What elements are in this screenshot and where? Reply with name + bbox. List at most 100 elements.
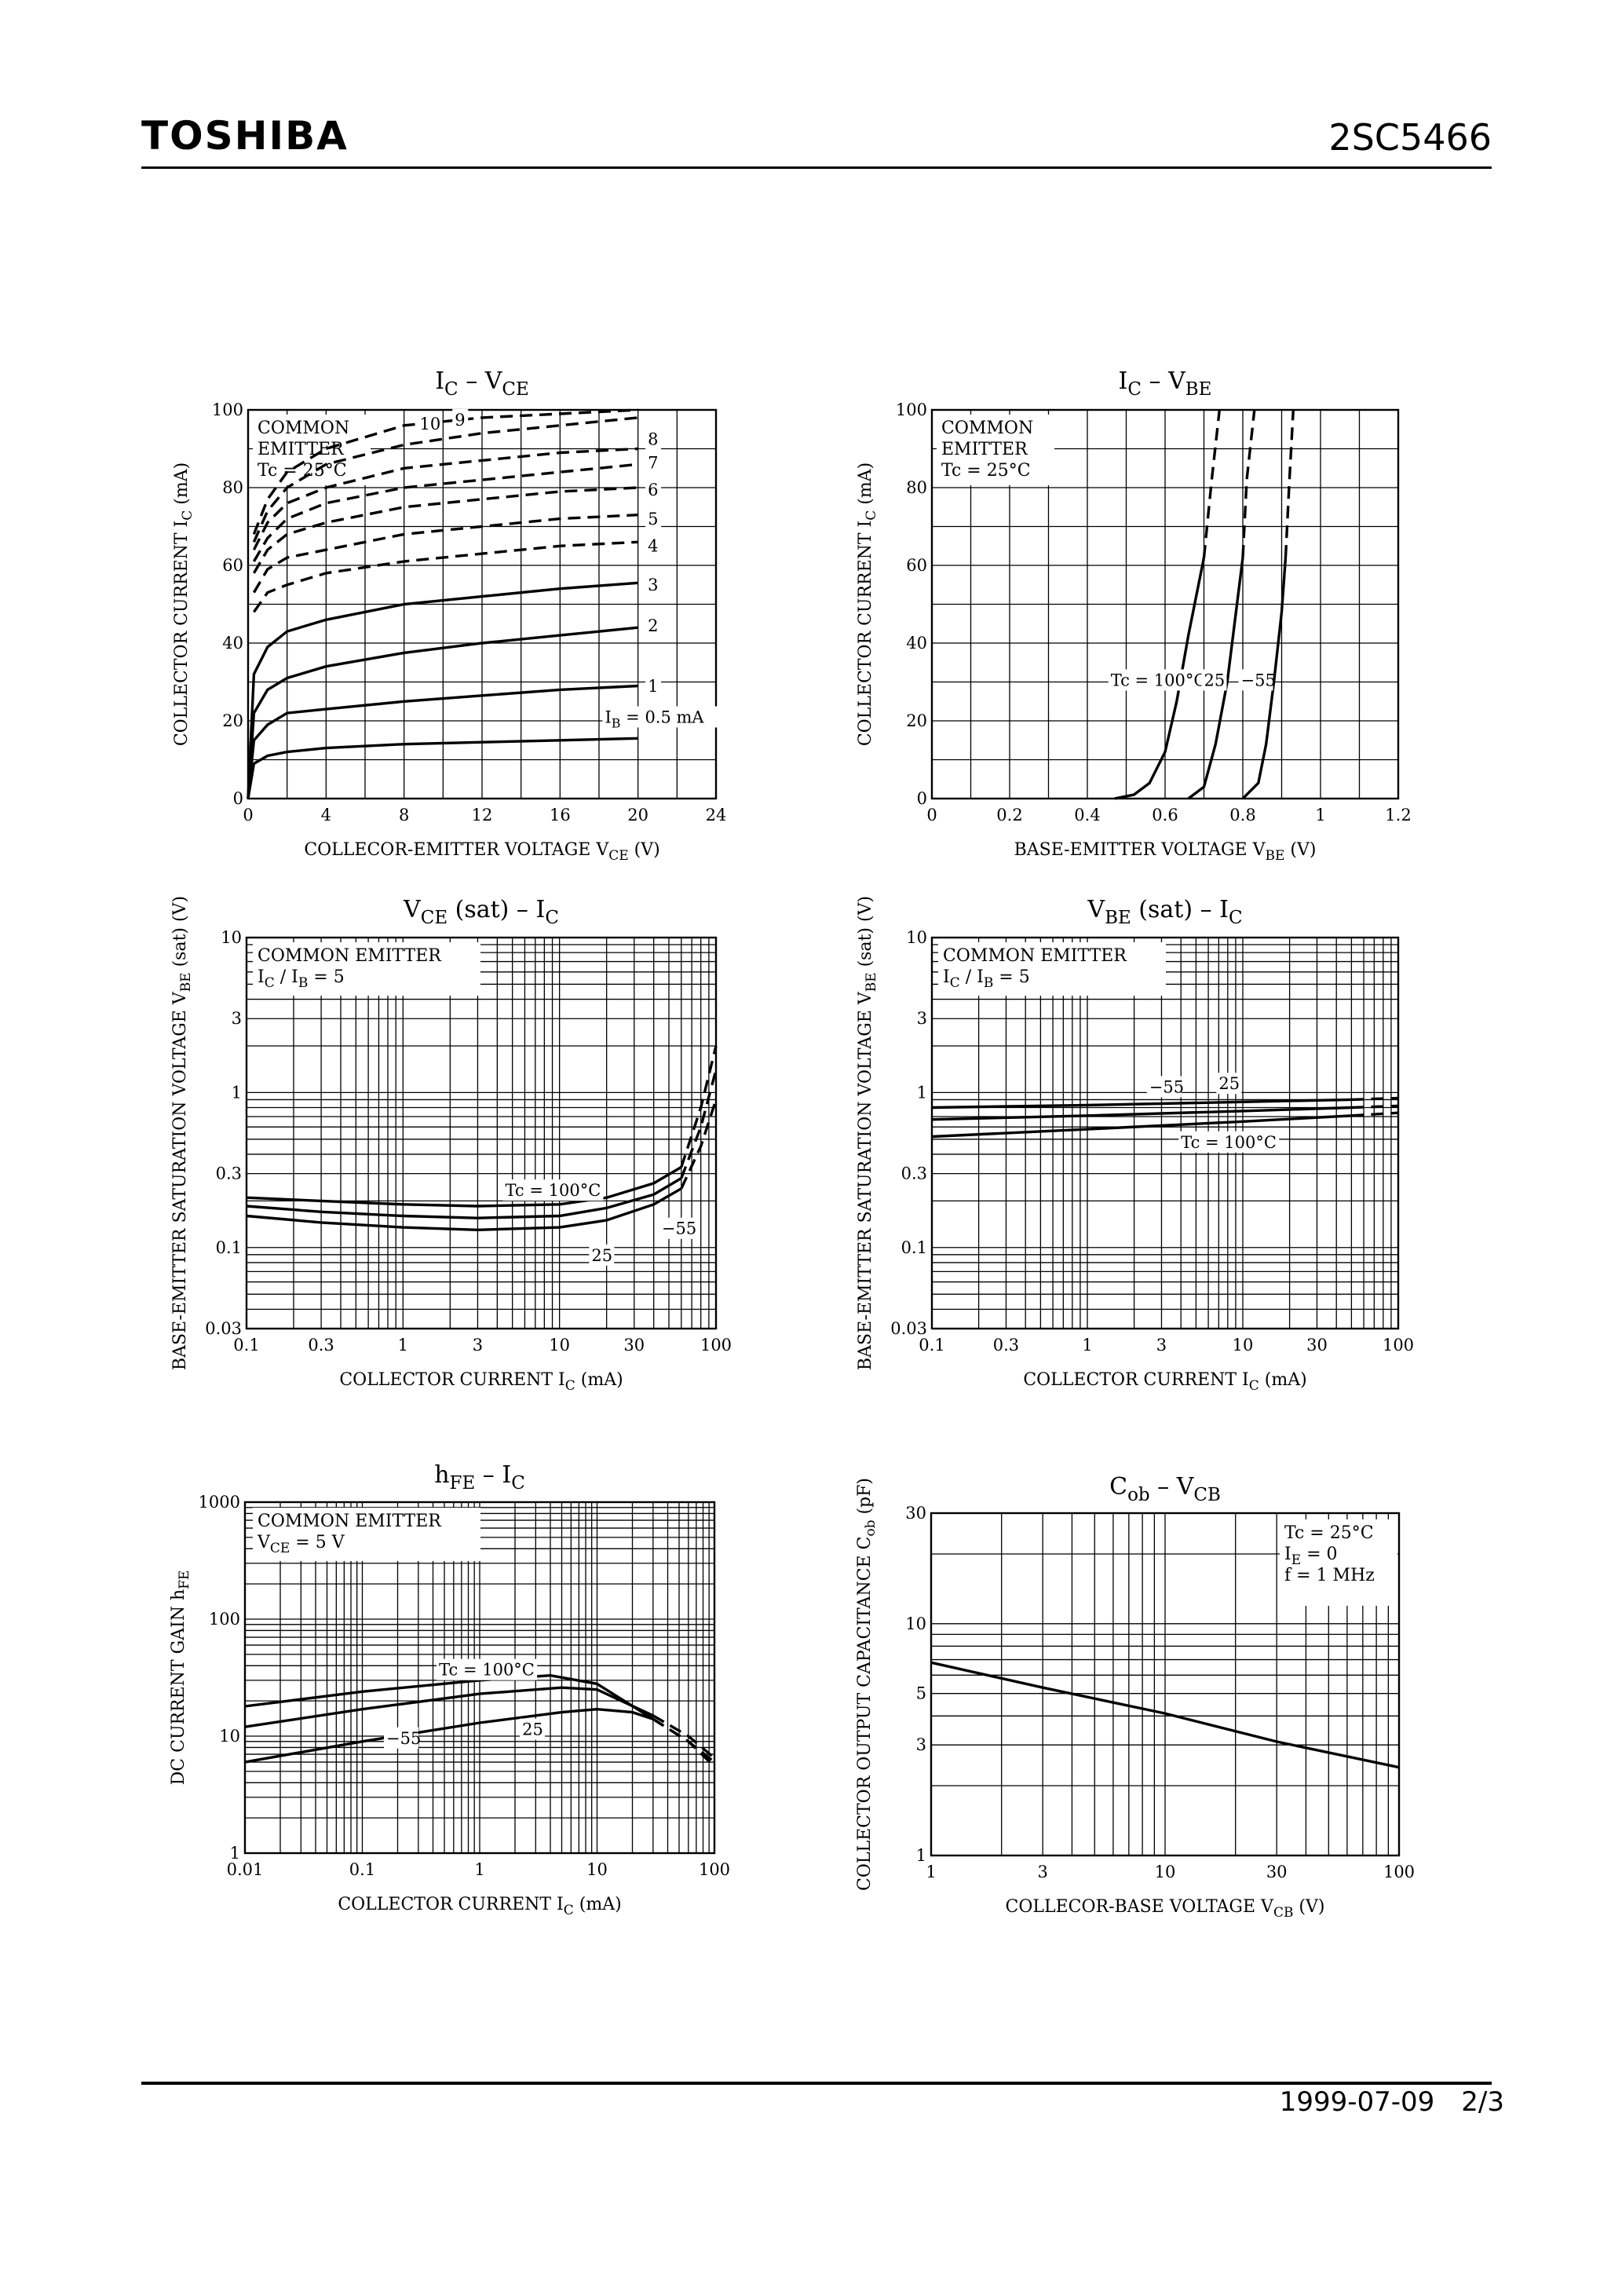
note-line: IE​ = 0 xyxy=(1284,1545,1338,1568)
y-tick-label: 80 xyxy=(222,478,243,497)
series-line xyxy=(246,1099,718,1232)
curve-label: 6 xyxy=(645,478,662,500)
y-tick-label: 80 xyxy=(906,478,927,497)
y-tick-label: 0.3 xyxy=(216,1164,242,1183)
y-axis-label: DC CURRENT GAIN hFE​ xyxy=(169,1570,192,1786)
plot-frame xyxy=(245,936,718,1330)
y-tick-label: 5 xyxy=(916,1684,926,1703)
svg-text:4: 4 xyxy=(648,537,658,556)
condition-note: Tc = 25°CIE​ = 0f = 1 MHz xyxy=(1280,1519,1397,1606)
part-number: 2SC5466 xyxy=(1328,116,1492,159)
note-line: f = 1 MHz xyxy=(1284,1566,1375,1585)
x-tick-label: 100 xyxy=(1383,1336,1414,1355)
curve-label: 9 xyxy=(452,408,469,430)
x-tick-label: 0.3 xyxy=(308,1336,334,1355)
svg-text:1: 1 xyxy=(648,677,658,696)
series-path-dashed xyxy=(1351,1111,1399,1117)
y-tick-label: 40 xyxy=(906,634,927,653)
note-line: COMMON EMITTER xyxy=(943,946,1127,966)
y-tick-label: 1 xyxy=(916,1846,926,1865)
series-path-dashed xyxy=(1241,409,1256,558)
series-path-dashed xyxy=(1284,409,1295,558)
series-line xyxy=(252,416,638,543)
x-tick-label: 10 xyxy=(1233,1336,1254,1355)
y-tick-label: 40 xyxy=(222,634,243,653)
chart-title: VCE​ (sat) – IC​ xyxy=(403,896,559,928)
curve-label: Tc = 100°C xyxy=(1178,1131,1280,1153)
x-tick-label: 20 xyxy=(627,806,648,824)
x-axis-label: COLLECTOR CURRENT IC​ (mA) xyxy=(339,1370,623,1394)
curve-label: 3 xyxy=(645,574,662,596)
y-tick-label: 3 xyxy=(232,1009,242,1028)
curve-label: −55 xyxy=(659,1217,696,1239)
note-line: IC​ / IB​ = 5 xyxy=(258,967,345,991)
svg-text:10: 10 xyxy=(420,415,441,433)
chart-ic_vbe: COMMON EMITTER Tc = 25°C 0 0.2 0.4 0.6 0.8 1 1.2 0… xyxy=(856,367,1412,864)
note-line: COMMON xyxy=(258,419,349,438)
y-tick-label: 100 xyxy=(212,400,243,419)
svg-text:2: 2 xyxy=(648,616,658,635)
series-path xyxy=(931,1106,1352,1121)
x-tick-label: 3 xyxy=(1037,1863,1047,1881)
x-tick-label: 0.1 xyxy=(233,1336,259,1355)
y-axis-label: COLLECTOR OUTPUT CAPACITANCE Cob​ (pF) xyxy=(855,1478,879,1891)
y-tick-label: 0.03 xyxy=(205,1319,242,1338)
series-path xyxy=(244,1686,654,1728)
y-tick-label: 1 xyxy=(917,1083,927,1102)
series-path-dashed xyxy=(652,1714,716,1760)
series-path xyxy=(252,462,638,562)
series-line xyxy=(246,1069,718,1219)
chart-title: hFE​ – IC​ xyxy=(434,1461,525,1493)
x-tick-label: 3 xyxy=(1156,1336,1167,1355)
y-tick-label: 1 xyxy=(232,1083,242,1102)
header-rule xyxy=(141,166,1492,169)
note-line: COMMON EMITTER xyxy=(258,946,442,966)
note-line: Tc = 25°C xyxy=(1284,1523,1374,1543)
series-path xyxy=(247,684,638,799)
svg-text:6: 6 xyxy=(648,481,658,499)
note-line: Tc = 25°C xyxy=(941,461,1031,481)
series-line xyxy=(252,447,638,550)
x-tick-label: 0.3 xyxy=(993,1336,1019,1355)
svg-text:7: 7 xyxy=(648,453,658,472)
curve-label: −55 xyxy=(1238,669,1276,691)
curve-label: −55 xyxy=(1146,1076,1184,1098)
grid xyxy=(247,409,717,799)
x-tick-label: 30 xyxy=(1266,1863,1288,1881)
y-tick-label: 10 xyxy=(221,928,242,947)
chart-title: IC​ – VBE​ xyxy=(1119,367,1212,400)
y-tick-label: 60 xyxy=(222,556,243,575)
x-tick-label: 0.4 xyxy=(1074,806,1100,824)
svg-text:Tc = 100°C: Tc = 100°C xyxy=(1111,671,1207,689)
series-line xyxy=(247,684,638,799)
x-tick-label: 1 xyxy=(1315,806,1325,824)
svg-text:25: 25 xyxy=(522,1720,543,1739)
x-tick-label: 4 xyxy=(321,806,331,824)
series-path xyxy=(246,1165,682,1208)
svg-text:25: 25 xyxy=(1218,1074,1240,1093)
y-tick-label: 30 xyxy=(905,1504,926,1523)
series-path-dashed xyxy=(680,1045,718,1168)
curve-label: 8 xyxy=(645,428,662,450)
series-path xyxy=(246,1177,682,1219)
note-line: COMMON EMITTER xyxy=(258,1512,442,1531)
x-tick-label: 1 xyxy=(398,1336,408,1355)
y-axis-label: COLLECTOR CURRENT IC​ (mA) xyxy=(856,462,879,746)
y-tick-label: 3 xyxy=(917,1009,927,1028)
series-path xyxy=(252,447,638,550)
x-tick-label: 100 xyxy=(1383,1863,1415,1881)
series-line xyxy=(244,1686,716,1760)
series-path xyxy=(247,626,638,799)
chart-title: VBE​ (sat) – IC​ xyxy=(1087,896,1242,928)
chart-title: Cob​ – VCB​ xyxy=(1109,1473,1221,1505)
series-line xyxy=(252,408,638,536)
svg-text:−55: −55 xyxy=(662,1219,696,1238)
footer: 1999-07-09 2/3 xyxy=(1253,2089,1504,2115)
curve-label: 25 xyxy=(589,1244,615,1266)
y-tick-label: 10 xyxy=(219,1727,240,1746)
svg-text:25: 25 xyxy=(591,1246,612,1265)
curve-label: 25 xyxy=(1201,669,1227,691)
plot-frame xyxy=(243,1501,716,1855)
svg-text:Tc = 100°C: Tc = 100°C xyxy=(1181,1133,1277,1152)
